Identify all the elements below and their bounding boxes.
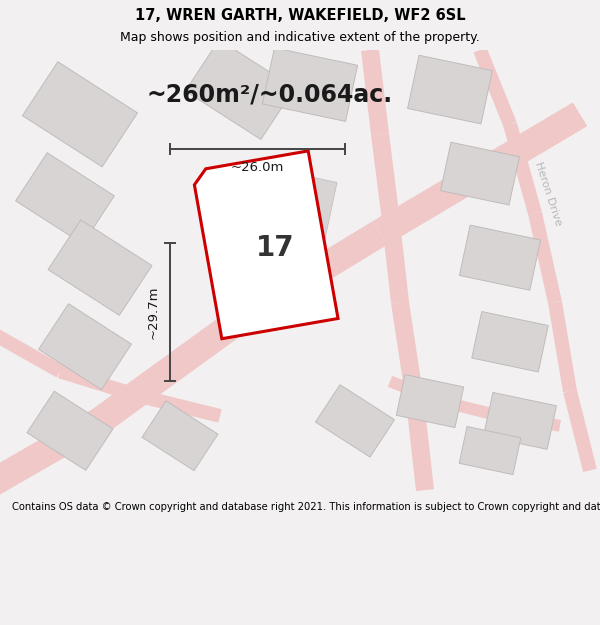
- Polygon shape: [371, 133, 399, 214]
- Polygon shape: [484, 392, 556, 449]
- Polygon shape: [381, 213, 409, 303]
- Polygon shape: [142, 401, 218, 471]
- Text: 17: 17: [256, 234, 295, 262]
- Polygon shape: [243, 167, 337, 279]
- Polygon shape: [16, 152, 115, 244]
- Polygon shape: [388, 376, 442, 407]
- Polygon shape: [472, 311, 548, 372]
- Polygon shape: [58, 365, 142, 403]
- Text: ~29.7m: ~29.7m: [147, 286, 160, 339]
- Polygon shape: [262, 48, 358, 121]
- Polygon shape: [440, 142, 520, 205]
- Polygon shape: [407, 55, 493, 124]
- Polygon shape: [27, 391, 113, 471]
- Polygon shape: [48, 220, 152, 316]
- Polygon shape: [139, 389, 221, 422]
- Text: Contains OS data © Crown copyright and database right 2021. This information is : Contains OS data © Crown copyright and d…: [12, 503, 600, 512]
- Polygon shape: [373, 162, 487, 245]
- Polygon shape: [460, 225, 541, 290]
- Polygon shape: [316, 385, 395, 457]
- Polygon shape: [459, 426, 521, 474]
- Polygon shape: [406, 400, 434, 491]
- Polygon shape: [503, 122, 542, 215]
- Text: Map shows position and indicative extent of the property.: Map shows position and indicative extent…: [120, 31, 480, 44]
- Polygon shape: [0, 326, 64, 378]
- Polygon shape: [0, 409, 107, 502]
- Polygon shape: [391, 301, 424, 402]
- Polygon shape: [563, 389, 597, 472]
- Polygon shape: [92, 301, 258, 432]
- Polygon shape: [473, 102, 587, 186]
- Polygon shape: [185, 39, 295, 139]
- Polygon shape: [499, 410, 561, 432]
- Polygon shape: [548, 301, 577, 392]
- Text: Wren Garth: Wren Garth: [248, 300, 311, 334]
- Polygon shape: [194, 151, 338, 339]
- Polygon shape: [528, 212, 562, 304]
- Polygon shape: [473, 48, 517, 127]
- Polygon shape: [439, 396, 502, 422]
- Text: ~260m²/~0.064ac.: ~260m²/~0.064ac.: [147, 82, 393, 106]
- Polygon shape: [22, 62, 137, 167]
- Polygon shape: [242, 221, 388, 324]
- Polygon shape: [361, 49, 389, 135]
- Text: ~26.0m: ~26.0m: [231, 161, 284, 174]
- Text: Heron Drive: Heron Drive: [533, 160, 563, 227]
- Text: 17, WREN GARTH, WAKEFIELD, WF2 6SL: 17, WREN GARTH, WAKEFIELD, WF2 6SL: [134, 8, 466, 22]
- Polygon shape: [38, 304, 131, 390]
- Polygon shape: [396, 374, 464, 428]
